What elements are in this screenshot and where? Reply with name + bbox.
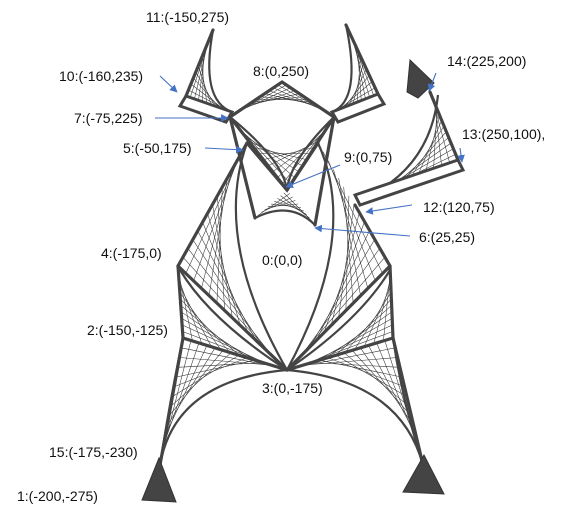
thread-line <box>197 230 257 341</box>
thread-line <box>338 204 355 319</box>
thread-line <box>323 222 365 333</box>
thread-line <box>202 221 249 334</box>
thread-line <box>166 347 216 427</box>
label-point-9: 9:(0,75) <box>344 149 392 165</box>
callout-arrows <box>155 72 465 237</box>
label-point-8: 8:(0,250) <box>253 63 309 79</box>
label-point-3: 3:(0,-175) <box>262 380 323 396</box>
thread-line <box>212 204 233 319</box>
thread-line <box>343 352 410 407</box>
thread-line <box>280 195 310 219</box>
label-point-6: 6:(25,25) <box>419 229 475 245</box>
thread-line <box>179 292 222 350</box>
thread-line <box>170 352 232 407</box>
thread-hatching <box>161 31 456 456</box>
thread-line <box>368 345 417 436</box>
label-point-5: 5:(-50,175) <box>123 140 191 156</box>
label-point-0: 0:(0,0) <box>262 252 302 268</box>
thread-line <box>187 248 272 356</box>
thread-line <box>360 347 415 427</box>
thread-line <box>172 354 240 397</box>
thread-line <box>179 285 212 347</box>
thread-line <box>303 357 398 366</box>
thread-line <box>354 292 392 350</box>
point-labels: 11:(-150,275) 10:(-160,235) 8:(0,250) 14… <box>17 9 545 504</box>
thread-line <box>168 350 224 417</box>
thread-line <box>180 305 240 356</box>
label-point-1: 1:(-200,-275) <box>17 488 98 504</box>
thread-line <box>295 347 396 368</box>
thread-line <box>174 357 248 388</box>
thread-line <box>178 279 203 344</box>
thread-line <box>335 354 407 397</box>
thread-line <box>274 200 304 212</box>
thread-line <box>190 83 224 110</box>
thread-line <box>354 43 366 99</box>
left-foot-tip <box>141 456 177 503</box>
label-point-10: 10:(-160,235) <box>59 68 143 84</box>
thread-line <box>316 230 370 341</box>
thread-line <box>325 311 393 359</box>
thread-line <box>202 53 204 102</box>
thread-line <box>165 345 208 436</box>
frame-lines <box>158 23 466 467</box>
thread-line <box>179 357 272 366</box>
label-point-14: 14:(225,200) <box>447 53 526 69</box>
thread-line <box>283 192 313 222</box>
thread-line <box>180 298 231 353</box>
label-point-11: 11:(-150,275) <box>146 9 229 25</box>
thread-line <box>335 305 392 356</box>
thread-line <box>356 56 361 103</box>
thread-line <box>175 359 256 378</box>
label-point-4: 4:(-175,0) <box>101 245 162 261</box>
thread-line <box>200 59 208 104</box>
thread-line <box>351 350 412 417</box>
label-point-15: 15:(-175,-230) <box>49 444 138 460</box>
thread-line <box>363 285 392 347</box>
thread-line <box>181 324 269 365</box>
thread-line <box>181 347 280 368</box>
thread-line <box>198 65 212 105</box>
thread-line <box>273 87 326 112</box>
thread-line <box>357 50 362 101</box>
label-point-7: 7:(-75,225) <box>74 110 142 126</box>
thread-line <box>270 203 302 208</box>
thread-line <box>373 279 391 344</box>
right-foot-tip <box>402 453 445 495</box>
label-point-2: 2:(-150,-125) <box>87 322 168 338</box>
label-point-13: 13:(250,100), <box>462 126 545 142</box>
solid-tips <box>141 58 445 503</box>
thread-line <box>319 359 403 378</box>
thread-line <box>327 357 405 388</box>
thread-line <box>340 81 373 109</box>
tail-tip-arrowhead <box>406 58 435 99</box>
label-point-12: 12:(120,75) <box>423 199 495 215</box>
thread-line <box>344 298 392 353</box>
thread-line <box>306 324 393 365</box>
thread-line <box>352 62 364 104</box>
thread-line <box>163 342 200 446</box>
thread-line <box>301 248 380 356</box>
thread-line <box>207 213 241 326</box>
thread-line <box>330 213 360 326</box>
thread-line <box>198 47 206 101</box>
